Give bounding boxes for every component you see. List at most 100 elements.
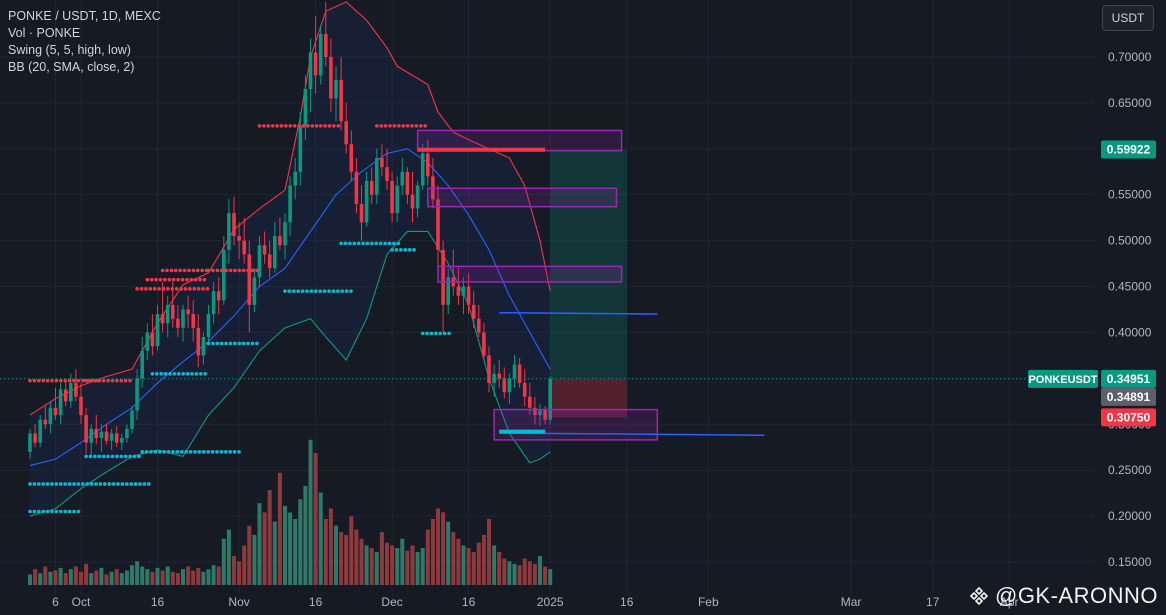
swing-high-dot <box>193 277 198 282</box>
stop-price-label-bg <box>1101 408 1156 427</box>
candle-body <box>99 431 104 439</box>
candle-body <box>385 167 389 181</box>
candle-body <box>104 431 109 441</box>
swing-high-dot <box>67 378 72 383</box>
swing-low-dot <box>349 289 353 293</box>
supply-demand-zone <box>416 129 623 152</box>
swing-low-dot <box>318 289 323 293</box>
swing-high-dot <box>178 268 182 273</box>
price-axis[interactable]: 0.700000.650000.600000.550000.500000.450… <box>1028 0 1166 615</box>
swing-low-dot <box>309 289 314 293</box>
swing-low-dot <box>420 331 425 336</box>
volume-bar <box>318 492 323 585</box>
candle-body <box>48 407 53 425</box>
volume-bar <box>73 566 78 585</box>
supply-demand-zone <box>437 265 623 283</box>
swing-low-dot <box>89 482 94 486</box>
swing-low-dot <box>224 450 228 454</box>
swing-low-dot <box>378 241 383 246</box>
stop-zone <box>550 379 627 418</box>
candle-body <box>303 89 308 126</box>
swing-low-dot <box>434 331 438 336</box>
swing-low-dot <box>188 450 193 454</box>
time-tick: 17 <box>926 595 940 609</box>
volume-bar <box>410 545 415 585</box>
swing-low-dot <box>219 450 224 454</box>
volume-bar <box>221 538 226 585</box>
drawings[interactable] <box>0 129 1095 441</box>
swing-low-dot <box>137 454 141 459</box>
volume-bar <box>522 558 527 585</box>
swing-high-dot <box>45 378 50 383</box>
swing-low-dot <box>194 371 199 376</box>
swing-low-dot <box>296 289 301 293</box>
volume-indicator-label[interactable]: Vol · PONKE <box>8 26 81 40</box>
swing-indicator-label[interactable]: Swing (5, 5, high, low) <box>8 43 131 57</box>
volume-bar <box>385 542 389 585</box>
volume-bars <box>28 439 553 585</box>
swing-high-dot <box>187 268 191 273</box>
candle-body <box>538 410 542 416</box>
candle-body <box>130 410 134 429</box>
volume-bar <box>354 529 359 585</box>
bollinger-basis-line <box>29 148 551 467</box>
swing-low-dot <box>45 509 50 514</box>
volume-bar <box>272 521 277 585</box>
swing-high-dot <box>145 277 150 282</box>
swing-low-dot <box>54 482 59 486</box>
candle-body <box>53 407 58 416</box>
bollinger-indicator-label[interactable]: BB (20, SMA, close, 2) <box>8 60 135 74</box>
swing-high-dot <box>405 124 410 128</box>
volume-bar <box>216 566 221 585</box>
watermark-text: @GK-ARONNO <box>994 583 1158 608</box>
swing-high-dot <box>198 277 202 282</box>
price-tick: 0.70000 <box>1108 50 1152 64</box>
swing-low-dot <box>190 371 194 376</box>
swing-low-dot <box>37 509 41 514</box>
time-tick: 16 <box>151 595 165 609</box>
currency-button[interactable]: USDT <box>1102 5 1154 31</box>
time-tick: 6 <box>52 595 59 609</box>
swing-low-dot <box>327 289 331 293</box>
candle-body <box>28 433 32 452</box>
volume-bar <box>165 566 170 585</box>
volume-bar <box>242 545 247 585</box>
time-tick: Oct <box>72 595 91 609</box>
time-axis[interactable]: 6 Oct 16 Nov 16 Dec 16 2025 16 Feb Mar 17 Apr <box>52 595 1018 609</box>
swing-low-dot <box>50 482 54 486</box>
swing-high-dot <box>202 277 207 282</box>
volume-bar <box>313 453 318 585</box>
swing-low-dot <box>387 241 392 246</box>
volume-bar <box>226 529 231 585</box>
swing-high-dot <box>375 124 379 128</box>
volume-bar <box>538 555 542 585</box>
candle-body <box>43 419 48 425</box>
volume-bar <box>79 571 83 585</box>
swing-high-dot <box>174 268 178 273</box>
swing-low-dot <box>111 482 116 486</box>
candle-body <box>405 171 410 195</box>
swing-low-dot <box>392 241 396 246</box>
volume-bar <box>548 569 553 585</box>
swing-low-dot <box>138 482 142 486</box>
volume-bar <box>145 569 150 585</box>
swing-high-dot <box>297 124 301 128</box>
candle-body <box>58 389 63 416</box>
volume-bar <box>84 563 89 585</box>
volume-bar <box>237 561 242 585</box>
volume-bar <box>33 569 38 585</box>
candle-body <box>171 304 175 319</box>
candle-body <box>471 304 476 319</box>
volume-bar <box>58 567 63 585</box>
candle-body <box>446 277 450 305</box>
candle-body <box>114 433 119 443</box>
symbol-title[interactable]: PONKE / USDT, 1D, MEXC <box>8 9 161 23</box>
swing-high-dot <box>401 124 406 128</box>
volume-bar <box>104 574 109 585</box>
candle-body <box>329 57 333 99</box>
swing-low-dot <box>119 454 124 459</box>
swing-low-dot <box>314 289 318 293</box>
swing-low-dot <box>45 482 50 486</box>
swing-low-dot <box>206 341 211 346</box>
